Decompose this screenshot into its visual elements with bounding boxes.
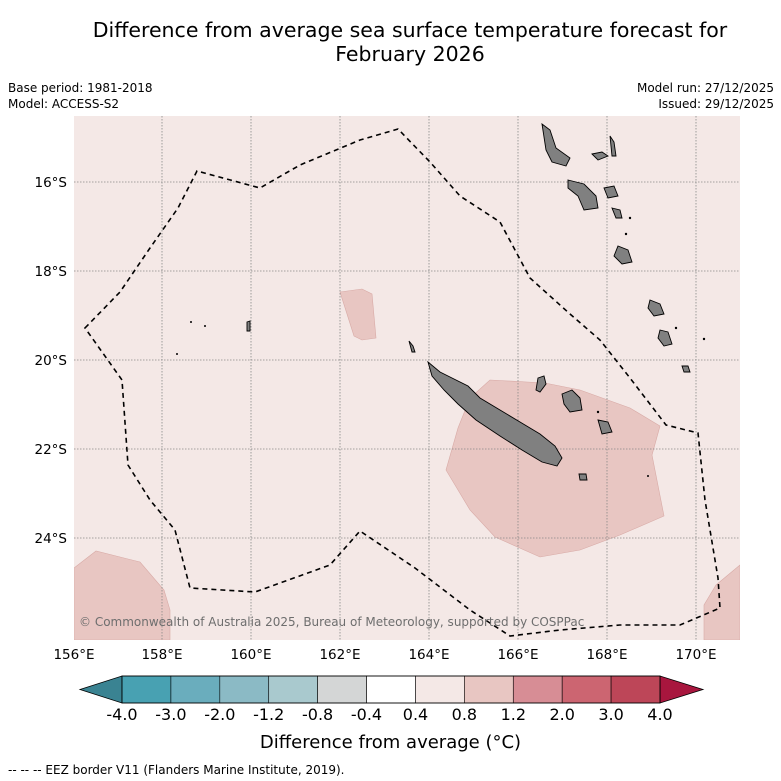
base-period: Base period: 1981-2018 — [8, 81, 153, 95]
lon-label: 168°E — [586, 647, 627, 663]
footnote: -- -- -- EEZ border V11 (Flanders Marine… — [8, 763, 345, 777]
lat-label: 20°S — [35, 353, 68, 369]
colorbar-segment — [512, 675, 563, 704]
colorbar — [78, 675, 705, 704]
ambae — [591, 151, 609, 161]
isle-of-pines — [578, 473, 588, 481]
colorbar-segment — [317, 675, 367, 704]
pentecost — [609, 135, 617, 157]
colorbar-tick-label: -0.4 — [350, 705, 383, 724]
colorbar-tick-label: 4.0 — [647, 705, 673, 724]
anomaly-patch-southwest — [74, 550, 171, 640]
anomaly-patch-central — [339, 288, 377, 341]
belep-islands — [408, 340, 416, 353]
aneityum — [681, 365, 691, 373]
colorbar-segment — [366, 675, 416, 704]
lon-label: 166°E — [497, 647, 538, 663]
lon-label: 156°E — [53, 647, 94, 663]
colorbar-segment — [561, 675, 612, 704]
colorbar-tick-label: 2.0 — [549, 705, 575, 724]
land-masses — [246, 122, 691, 481]
espiritu-santo — [541, 122, 571, 167]
colorbar-tick-label: 0.4 — [402, 705, 429, 724]
lon-label: 162°E — [319, 647, 360, 663]
eez-border — [83, 128, 721, 637]
efate — [613, 245, 633, 265]
colorbar-tick-label: -2.0 — [204, 705, 236, 724]
colorbar-segment — [610, 675, 661, 704]
colorbar-segment — [219, 675, 270, 704]
epi — [611, 207, 623, 219]
lat-label: 18°S — [35, 264, 68, 280]
colorbar-tick-label: 0.8 — [451, 705, 478, 724]
colorbar-segment — [415, 675, 465, 704]
copyright-text: © Commonwealth of Australia 2025, Bureau… — [79, 615, 584, 629]
anomaly-patch-southeast — [703, 564, 740, 640]
chart-title: Difference from average sea surface temp… — [40, 18, 780, 66]
issued-date: Issued: 29/12/2025 — [658, 97, 774, 111]
meta-right: Model run: 27/12/2025 Issued: 29/12/2025 — [637, 80, 774, 112]
lifou — [561, 389, 583, 413]
meta-left: Base period: 1981-2018 Model: ACCESS-S2 — [8, 80, 153, 112]
lon-label: 158°E — [141, 647, 182, 663]
colorbar-tick-label: -4.0 — [106, 705, 138, 724]
ouvea — [535, 375, 547, 393]
model-run: Model run: 27/12/2025 — [636, 81, 774, 95]
lon-label: 160°E — [230, 647, 271, 663]
colorbar-tick-label: 1.2 — [500, 705, 527, 724]
erromango — [647, 299, 665, 317]
colorbar-tick-label: -3.0 — [155, 705, 187, 724]
colorbar-low-extend — [78, 675, 123, 704]
title-line-1: Difference from average sea surface temp… — [92, 18, 728, 42]
ambrym — [603, 185, 619, 199]
malekula — [567, 179, 599, 211]
new-caledonia-main — [427, 360, 563, 467]
colorbar-tick-label: -0.8 — [301, 705, 334, 724]
colorbar-tick-label: 3.0 — [598, 705, 624, 724]
lat-label: 16°S — [35, 175, 68, 191]
gridlines — [74, 116, 740, 640]
chesterfield-isle — [246, 320, 251, 332]
lat-label: 24°S — [35, 531, 68, 547]
map-background — [74, 116, 740, 640]
mare — [597, 419, 613, 435]
colorbar-high-extend — [659, 675, 705, 704]
colorbar-segment — [464, 675, 514, 704]
tanna — [657, 329, 673, 347]
small-islands — [176, 216, 706, 477]
longitude-labels: 156°E 158°E 160°E 162°E 164°E 166°E 168°… — [53, 647, 716, 663]
colorbar-segment — [268, 675, 318, 704]
model-name: Model: ACCESS-S2 — [8, 97, 120, 111]
lon-label: 170°E — [675, 647, 716, 663]
lon-label: 164°E — [408, 647, 449, 663]
colorbar-title: Difference from average (°C) — [259, 732, 522, 753]
colorbar-segment — [121, 675, 172, 704]
lat-label: 22°S — [35, 442, 68, 458]
colorbar-tick-label: -1.2 — [253, 705, 285, 724]
title-line-2: February 2026 — [335, 42, 485, 66]
latitude-labels: 16°S 18°S 20°S 22°S 24°S — [35, 175, 68, 547]
colorbar-segment — [170, 675, 221, 704]
